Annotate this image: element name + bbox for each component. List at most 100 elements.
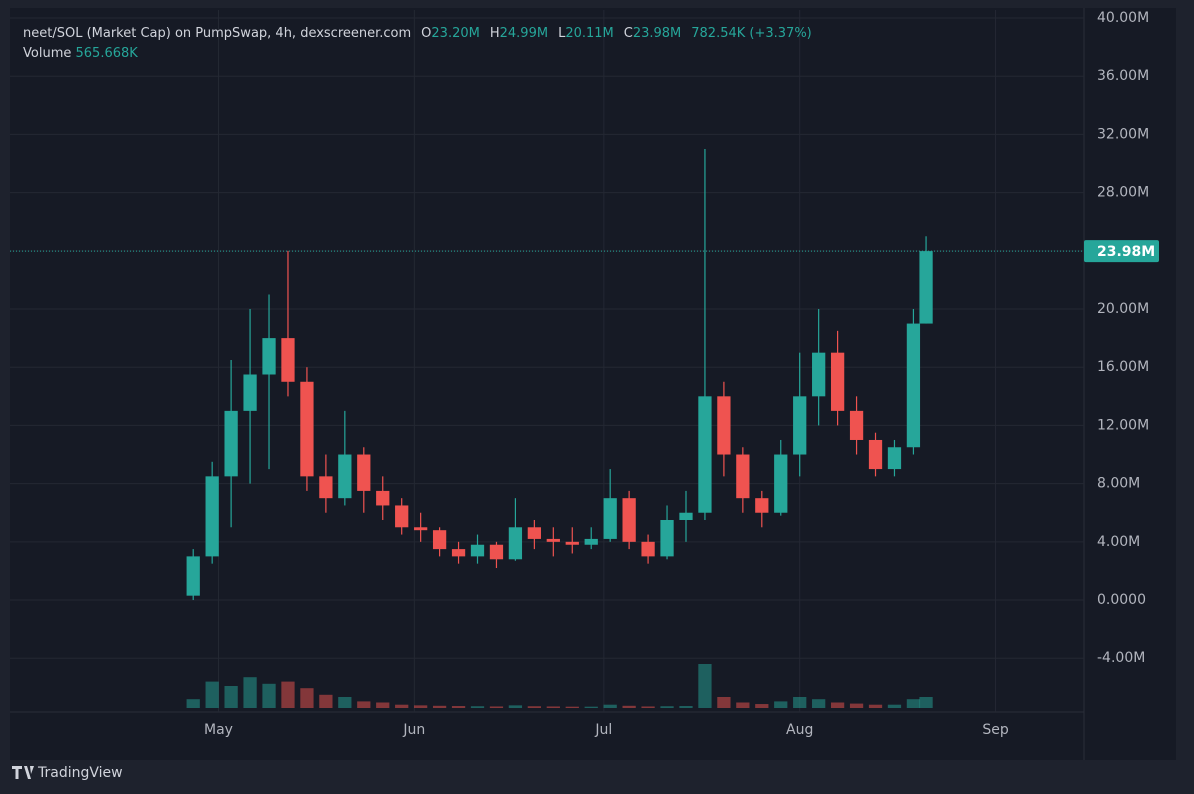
- ohlc-value: 24.99M: [499, 26, 549, 41]
- volume-bar: [357, 701, 371, 708]
- candle-body: [603, 498, 617, 539]
- ohlc: O23.20M H24.99M L20.11M C23.98M: [411, 26, 681, 41]
- volume-bar: [414, 705, 428, 708]
- volume-bar: [849, 703, 864, 708]
- candle-body: [508, 527, 523, 560]
- candle-body: [451, 549, 466, 557]
- candle-body: [849, 410, 864, 440]
- candle-body: [414, 527, 428, 531]
- volume-bar: [451, 706, 466, 708]
- candle-body: [300, 381, 314, 477]
- ohlc-key: C: [623, 26, 633, 41]
- volume-bar: [546, 706, 560, 708]
- volume-bar: [717, 697, 731, 708]
- candle-body: [660, 520, 674, 557]
- volume-bar: [919, 697, 933, 708]
- x-tick-label: Sep: [982, 722, 1009, 738]
- candle-body: [338, 454, 352, 499]
- volume-bar: [186, 699, 200, 708]
- candle-body: [546, 538, 560, 542]
- candle-body: [641, 541, 655, 557]
- ohlc-value: 23.20M: [431, 26, 480, 41]
- volume-bar: [698, 664, 712, 708]
- y-tick-label: 0.0000: [1097, 592, 1146, 608]
- ohlc-value: 23.98M: [632, 26, 682, 41]
- volume-bar: [224, 686, 238, 708]
- volume-bar: [812, 699, 826, 708]
- candle-body: [919, 251, 933, 324]
- candle-body: [584, 538, 598, 545]
- y-tick-label: 16.00M: [1097, 359, 1149, 375]
- candle-body: [736, 454, 750, 499]
- candle-body: [830, 352, 845, 411]
- last-price-label: 23.98M: [1097, 244, 1155, 260]
- candle-body: [812, 352, 826, 397]
- volume-bar: [603, 704, 617, 708]
- candle-body: [489, 544, 504, 560]
- candle-body: [376, 490, 390, 506]
- change: 782.54K (+3.37%): [691, 26, 812, 41]
- candle-body: [224, 410, 238, 477]
- y-tick-label: 8.00M: [1097, 476, 1140, 492]
- candle-body: [186, 556, 200, 596]
- y-tick-label: 36.00M: [1097, 68, 1149, 84]
- volume-bar: [906, 699, 921, 708]
- candle-body: [470, 544, 485, 557]
- candle-body: [717, 396, 731, 455]
- volume-bar: [755, 704, 769, 708]
- volume-bar: [205, 681, 219, 708]
- candle-body: [432, 530, 447, 550]
- candle-body: [395, 505, 409, 528]
- volume-bar: [830, 702, 845, 708]
- candle-body: [774, 454, 788, 513]
- volume-bar: [338, 697, 352, 708]
- volume-bar: [641, 706, 655, 708]
- volume-bar: [793, 697, 807, 708]
- volume-bar: [508, 705, 523, 708]
- volume-bar: [736, 702, 750, 708]
- y-tick-label: 12.00M: [1097, 417, 1149, 433]
- brand-logo: [12, 766, 34, 779]
- legend-row: Volume 565.668K: [23, 44, 812, 64]
- volume-bar: [376, 702, 390, 708]
- ohlc-key: H: [489, 26, 500, 41]
- x-tick-label: Jun: [402, 722, 425, 738]
- y-tick-label: 28.00M: [1097, 185, 1149, 201]
- y-tick-label: 40.00M: [1097, 10, 1149, 26]
- volume-bar: [774, 701, 788, 708]
- x-tick-label: Aug: [786, 722, 813, 738]
- y-tick-label: 32.00M: [1097, 126, 1149, 142]
- volume-bar: [470, 706, 485, 708]
- volume-bar: [887, 704, 902, 708]
- candle-body: [357, 454, 371, 491]
- chart-panel: [10, 8, 1176, 760]
- volume-bar: [395, 704, 409, 708]
- x-tick-label: Jul: [594, 722, 612, 738]
- ohlc-key: L: [558, 26, 566, 41]
- candle-body: [622, 498, 636, 542]
- volume-bar: [679, 706, 693, 708]
- y-tick-label: 20.00M: [1097, 301, 1149, 317]
- title: neet/SOL (Market Cap) on PumpSwap, 4h, d…: [23, 26, 412, 41]
- volume-bar: [584, 706, 598, 708]
- brand: TradingView: [37, 765, 123, 781]
- volume-bar: [262, 683, 276, 708]
- candle-body: [755, 498, 769, 513]
- volume-bar: [527, 706, 541, 708]
- ohlc-value: 20.11M: [565, 26, 614, 41]
- candle-body: [868, 439, 883, 470]
- volume-bar: [489, 706, 504, 708]
- volume-bar: [281, 681, 295, 708]
- candle-body: [793, 396, 807, 455]
- candle-body: [679, 512, 693, 521]
- candle-body: [205, 476, 219, 557]
- candle-body: [565, 541, 579, 545]
- volume-bar: [622, 705, 636, 708]
- volume-bar: [319, 694, 333, 708]
- candle-body: [527, 527, 541, 539]
- volume-bar: [300, 688, 314, 708]
- candle-body: [906, 323, 921, 448]
- candle-body: [698, 396, 712, 513]
- volume-bar: [565, 706, 579, 708]
